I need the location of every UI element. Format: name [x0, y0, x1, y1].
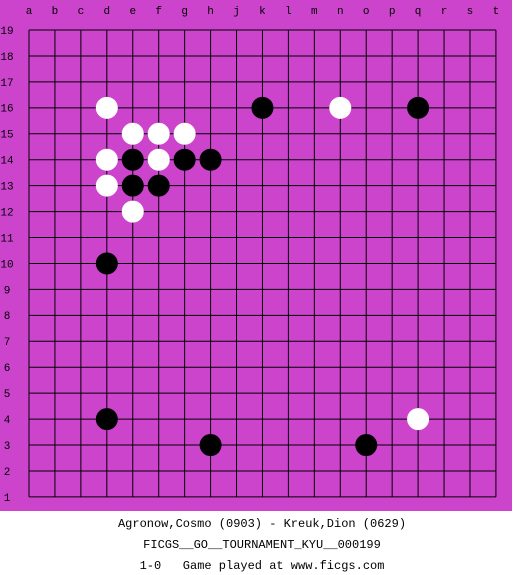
white-stone: [407, 408, 430, 431]
result: 1-0 Game played at www.ficgs.com: [140, 559, 385, 573]
column-label: o: [363, 6, 370, 18]
board-background: [0, 0, 512, 511]
black-stone: [95, 408, 118, 431]
event: FICGS__GO__TOURNAMENT_KYU__000199: [143, 538, 381, 552]
row-label: 1: [4, 493, 11, 505]
black-stone: [147, 174, 170, 197]
column-label: n: [337, 6, 344, 18]
column-label: b: [52, 6, 59, 18]
row-label: 18: [0, 52, 13, 64]
black-stone: [121, 148, 144, 171]
column-label: q: [415, 6, 422, 18]
column-label: c: [78, 6, 85, 18]
white-stone: [147, 122, 170, 145]
column-label: k: [259, 6, 266, 18]
row-label: 10: [0, 259, 13, 271]
row-label: 4: [4, 415, 11, 427]
white-stone: [121, 122, 144, 145]
white-stone: [147, 148, 170, 171]
column-label: p: [389, 6, 396, 18]
row-label: 17: [0, 78, 13, 90]
row-label: 14: [0, 156, 14, 168]
row-label: 7: [4, 337, 11, 349]
white-stone: [95, 148, 118, 171]
column-label: f: [155, 6, 162, 18]
row-label: 12: [0, 207, 13, 219]
black-stone: [199, 148, 222, 171]
row-label: 15: [0, 130, 13, 142]
row-label: 3: [4, 441, 11, 453]
black-stone: [173, 148, 196, 171]
column-label: s: [467, 6, 474, 18]
column-label: g: [181, 6, 188, 18]
row-label: 6: [4, 363, 11, 375]
column-label: l: [285, 6, 292, 18]
row-label: 5: [4, 389, 11, 401]
black-stone: [199, 434, 222, 457]
row-label: 8: [4, 311, 11, 323]
players: Agronow,Cosmo (0903) - Kreuk,Dion (0629): [118, 517, 406, 531]
white-stone: [173, 122, 196, 145]
white-stone: [121, 200, 144, 223]
row-label: 16: [0, 104, 13, 116]
column-label: r: [441, 6, 448, 18]
black-stone: [251, 96, 274, 119]
column-label: e: [129, 6, 136, 18]
black-stone: [121, 174, 144, 197]
black-stone: [407, 96, 430, 119]
column-label: d: [104, 6, 111, 18]
white-stone: [95, 174, 118, 197]
white-stone: [329, 96, 352, 119]
row-label: 2: [4, 467, 11, 479]
white-stone: [95, 96, 118, 119]
column-label: h: [207, 6, 214, 18]
column-label: t: [493, 6, 500, 18]
row-label: 9: [4, 285, 11, 297]
black-stone: [95, 252, 118, 275]
row-label: 19: [0, 26, 13, 38]
column-label: a: [26, 6, 33, 18]
row-label: 11: [0, 233, 14, 245]
column-label: j: [233, 6, 240, 18]
column-label: m: [311, 6, 318, 18]
row-label: 13: [0, 182, 13, 194]
black-stone: [355, 434, 378, 457]
